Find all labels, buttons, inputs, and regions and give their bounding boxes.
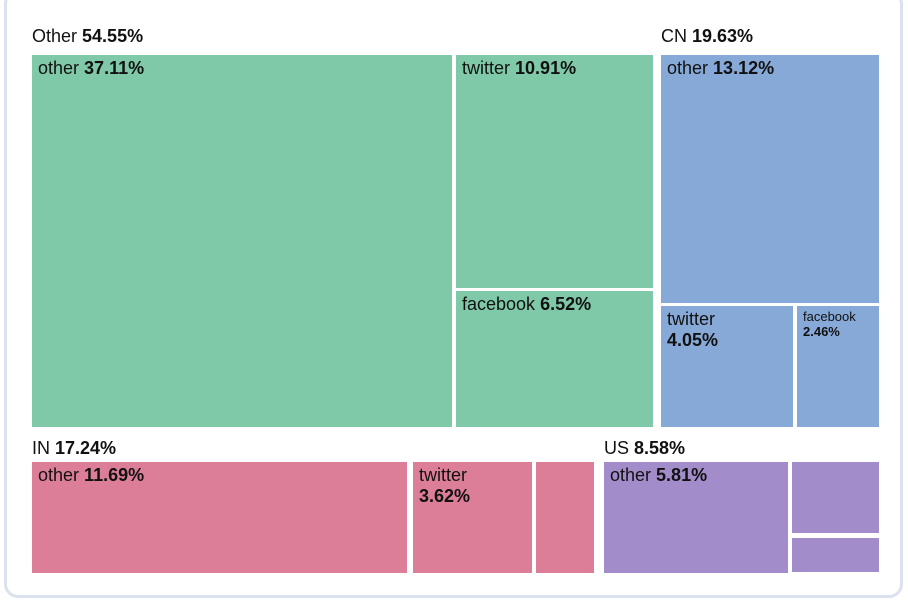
group-header-cn: CN 19.63% — [661, 26, 754, 46]
group-header-other-group: Other 54.55% — [32, 26, 144, 46]
treemap-node-other-group-twitter[interactable]: twitter 10.91% — [456, 55, 653, 288]
node-label: other 11.69% — [38, 465, 145, 485]
node-label: other 5.81% — [610, 465, 708, 485]
treemap-node-us-unlabeled[interactable] — [792, 462, 879, 533]
treemap-node-other-group-other[interactable]: other 37.11% — [32, 55, 452, 427]
group-header-in: IN 17.24% — [32, 438, 117, 458]
node-label: twitter 4.05% — [667, 309, 719, 351]
treemap-node-in-twitter[interactable]: twitter 3.62% — [413, 462, 532, 573]
treemap-node-in-other[interactable]: other 11.69% — [32, 462, 407, 573]
treemap-node-cn-facebook[interactable]: facebook 2.46% — [797, 306, 879, 427]
treemap-node-us-unlabeled[interactable] — [792, 538, 879, 572]
node-label: twitter 3.62% — [419, 465, 471, 507]
treemap-node-cn-other[interactable]: other 13.12% — [661, 55, 879, 303]
node-label: other 37.11% — [38, 58, 145, 78]
node-label: facebook 2.46% — [803, 309, 856, 340]
treemap-node-us-other[interactable]: other 5.81% — [604, 462, 788, 573]
treemap-node-cn-twitter[interactable]: twitter 4.05% — [661, 306, 793, 427]
node-label: other 13.12% — [667, 58, 775, 78]
treemap-node-other-group-facebook[interactable]: facebook 6.52% — [456, 291, 653, 427]
node-label: twitter 10.91% — [462, 58, 577, 78]
treemap-node-in-unlabeled[interactable] — [536, 462, 594, 573]
node-label: facebook 6.52% — [462, 294, 592, 314]
group-header-us: US 8.58% — [604, 438, 686, 458]
